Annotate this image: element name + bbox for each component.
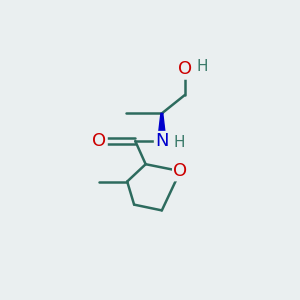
Text: H: H — [174, 135, 185, 150]
Text: H: H — [196, 59, 208, 74]
Text: O: O — [173, 162, 188, 180]
Text: N: N — [155, 132, 169, 150]
Polygon shape — [158, 113, 166, 141]
Text: O: O — [178, 61, 192, 79]
Text: O: O — [92, 132, 106, 150]
